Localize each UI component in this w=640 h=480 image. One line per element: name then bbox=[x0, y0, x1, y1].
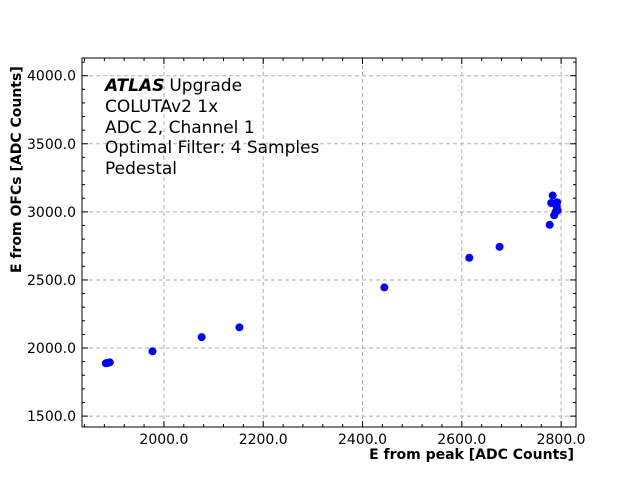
annotation-line-2: ADC 2, Channel 1 bbox=[105, 118, 255, 138]
y-tick-label: 1500.0 bbox=[27, 409, 76, 425]
data-point bbox=[235, 323, 244, 332]
data-point bbox=[197, 333, 206, 342]
y-tick-labels: 1500.0 2000.0 2500.0 3000.0 3500.0 4000.0 bbox=[27, 69, 76, 425]
plot-frame bbox=[81, 57, 577, 428]
annotation-block: ATLAS Upgrade COLUTAv2 1x ADC 2, Channel … bbox=[103, 76, 320, 179]
x-tick-labels: 2000.0 2200.0 2400.0 2600.0 2800.0 bbox=[139, 432, 585, 448]
data-point bbox=[148, 347, 157, 356]
grid-lines bbox=[82, 58, 576, 427]
x-axis-title: E from peak [ADC Counts] bbox=[369, 447, 574, 463]
annotation-line-1: COLUTAv2 1x bbox=[105, 97, 218, 117]
y-tick-label: 3500.0 bbox=[27, 137, 76, 153]
annotation-line-3: Optimal Filter: 4 Samples bbox=[105, 138, 320, 158]
atlas-label: ATLAS bbox=[103, 76, 164, 96]
annotation-line-4: Pedestal bbox=[105, 159, 177, 179]
x-tick-label: 2600.0 bbox=[437, 432, 486, 448]
y-tick-label: 2500.0 bbox=[27, 273, 76, 289]
upgrade-label: Upgrade bbox=[169, 76, 242, 96]
data-point bbox=[495, 242, 504, 251]
data-point bbox=[380, 283, 389, 292]
y-tick-label: 4000.0 bbox=[27, 69, 76, 85]
y-axis-title: E from OFCs [ADC Counts] bbox=[9, 66, 25, 273]
x-tick-label: 2200.0 bbox=[239, 432, 288, 448]
data-point bbox=[545, 220, 554, 229]
x-tick-label: 2000.0 bbox=[139, 432, 188, 448]
data-point bbox=[105, 358, 114, 367]
annotation-title: ATLAS Upgrade bbox=[103, 76, 242, 96]
data-point bbox=[548, 191, 557, 200]
x-tick-label: 2400.0 bbox=[338, 432, 387, 448]
y-tick-label: 2000.0 bbox=[27, 341, 76, 357]
data-point bbox=[553, 198, 562, 207]
data-points bbox=[101, 191, 562, 368]
y-tick-label: 3000.0 bbox=[27, 205, 76, 221]
data-point bbox=[553, 206, 562, 215]
x-tick-label: 2800.0 bbox=[537, 432, 586, 448]
data-point bbox=[465, 253, 474, 262]
